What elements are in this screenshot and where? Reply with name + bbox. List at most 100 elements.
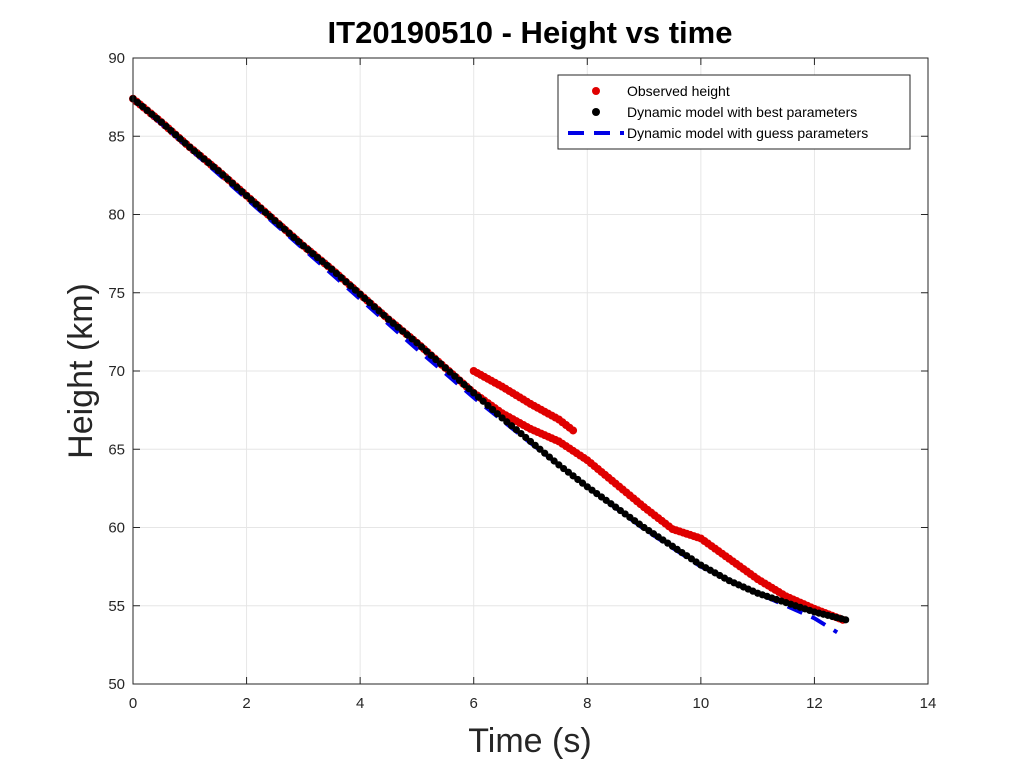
best-model-point	[186, 143, 194, 151]
x-tick-label: 0	[129, 695, 137, 712]
best-model-point	[531, 441, 539, 449]
y-tick-label: 90	[108, 50, 125, 67]
axis-ticks: 0 2 4 6 8 10 12 14 50 55 60 65 70 75 80 85 90	[108, 50, 936, 712]
best-model-point	[427, 351, 435, 359]
y-tick-label: 80	[108, 207, 125, 224]
best-model-point	[276, 221, 284, 229]
best-model-point	[261, 208, 270, 217]
best-model-point	[489, 406, 497, 414]
best-model-point	[517, 430, 525, 438]
best-model-point	[167, 126, 175, 135]
best-model-point	[299, 242, 307, 250]
best-model-point	[209, 163, 218, 171]
best-model-point	[347, 282, 355, 290]
best-model-point	[295, 238, 303, 246]
y-tick-label: 75	[108, 285, 125, 302]
best-model-point	[205, 159, 213, 167]
chart-title: IT20190510 - Height vs time	[328, 15, 733, 50]
best-model-point	[171, 131, 180, 139]
best-model-point	[138, 102, 147, 111]
best-model-point	[332, 269, 341, 278]
best-model-point	[370, 303, 378, 311]
best-model-point	[219, 171, 227, 179]
best-model-point	[451, 372, 459, 380]
best-model-point	[366, 299, 374, 307]
best-model-point	[134, 99, 142, 107]
best-model-point	[418, 343, 426, 351]
best-model-point	[285, 229, 293, 237]
best-model-point	[195, 151, 203, 159]
best-model-point	[290, 233, 298, 242]
best-model-point	[842, 616, 850, 624]
x-tick-label: 8	[583, 695, 591, 712]
legend-observed-marker	[592, 87, 600, 95]
legend-best-label: Dynamic model with best parameters	[627, 104, 857, 120]
best-model-point	[148, 110, 156, 118]
y-tick-label: 55	[108, 598, 125, 615]
best-model-point	[304, 246, 312, 254]
best-model-point	[328, 265, 336, 273]
best-model-point	[380, 311, 388, 319]
best-model-point	[522, 433, 530, 442]
x-tick-label: 14	[920, 695, 937, 712]
y-tick-label: 60	[108, 520, 125, 537]
best-model-point	[351, 286, 360, 294]
best-model-point	[536, 445, 544, 453]
best-model-point	[257, 204, 265, 212]
legend-box	[557, 74, 911, 150]
x-tick-label: 2	[242, 695, 250, 712]
best-model-point	[503, 418, 511, 426]
legend: Observed height Dynamic model with best p…	[557, 74, 911, 150]
best-model-point	[323, 261, 331, 269]
x-tick-label: 12	[806, 695, 823, 712]
best-model-point	[399, 327, 407, 335]
best-model-point	[545, 453, 554, 461]
best-model-point	[356, 290, 364, 298]
best-model-point	[446, 368, 454, 376]
y-axis-label: Height (km)	[62, 283, 100, 459]
observed-height-point	[569, 426, 578, 435]
best-model-point	[465, 385, 473, 393]
best-model-point	[190, 147, 199, 155]
best-model-point	[484, 401, 492, 410]
best-model-point	[176, 135, 184, 143]
best-model-point	[526, 437, 535, 446]
best-model-point	[507, 422, 516, 430]
best-model-point	[474, 393, 483, 401]
best-model-point	[498, 414, 506, 422]
best-model-point	[313, 253, 322, 262]
best-model-point	[550, 457, 558, 465]
x-tick-label: 4	[356, 695, 364, 712]
best-model-point	[408, 335, 416, 343]
best-model-point	[403, 331, 412, 339]
best-model-point	[228, 179, 236, 187]
best-model-point	[436, 360, 445, 368]
legend-guess-label: Dynamic model with guess parameters	[627, 125, 868, 141]
best-model-point	[342, 278, 350, 286]
best-model-point	[389, 319, 397, 327]
plot-data	[129, 94, 850, 635]
best-model-point	[153, 114, 161, 122]
best-model-point	[233, 183, 241, 191]
y-tick-label: 50	[108, 676, 125, 693]
best-model-point	[441, 364, 449, 372]
legend-best-marker	[592, 108, 600, 116]
best-model-point	[394, 323, 402, 331]
best-model-point	[157, 118, 165, 126]
best-model-point	[271, 217, 279, 225]
best-model-point	[493, 410, 501, 418]
best-model-point	[361, 294, 369, 303]
y-tick-label: 70	[108, 363, 125, 380]
best-model-point	[413, 339, 421, 347]
best-model-point	[375, 307, 383, 315]
best-model-point	[337, 274, 345, 282]
best-model-point	[247, 196, 255, 204]
best-model-point	[214, 167, 222, 175]
best-model-point	[384, 315, 393, 323]
best-model-point	[181, 139, 189, 147]
best-model-point	[318, 257, 326, 266]
best-model-point	[242, 192, 251, 200]
best-model-point	[309, 250, 317, 258]
y-tick-label: 85	[108, 128, 125, 145]
